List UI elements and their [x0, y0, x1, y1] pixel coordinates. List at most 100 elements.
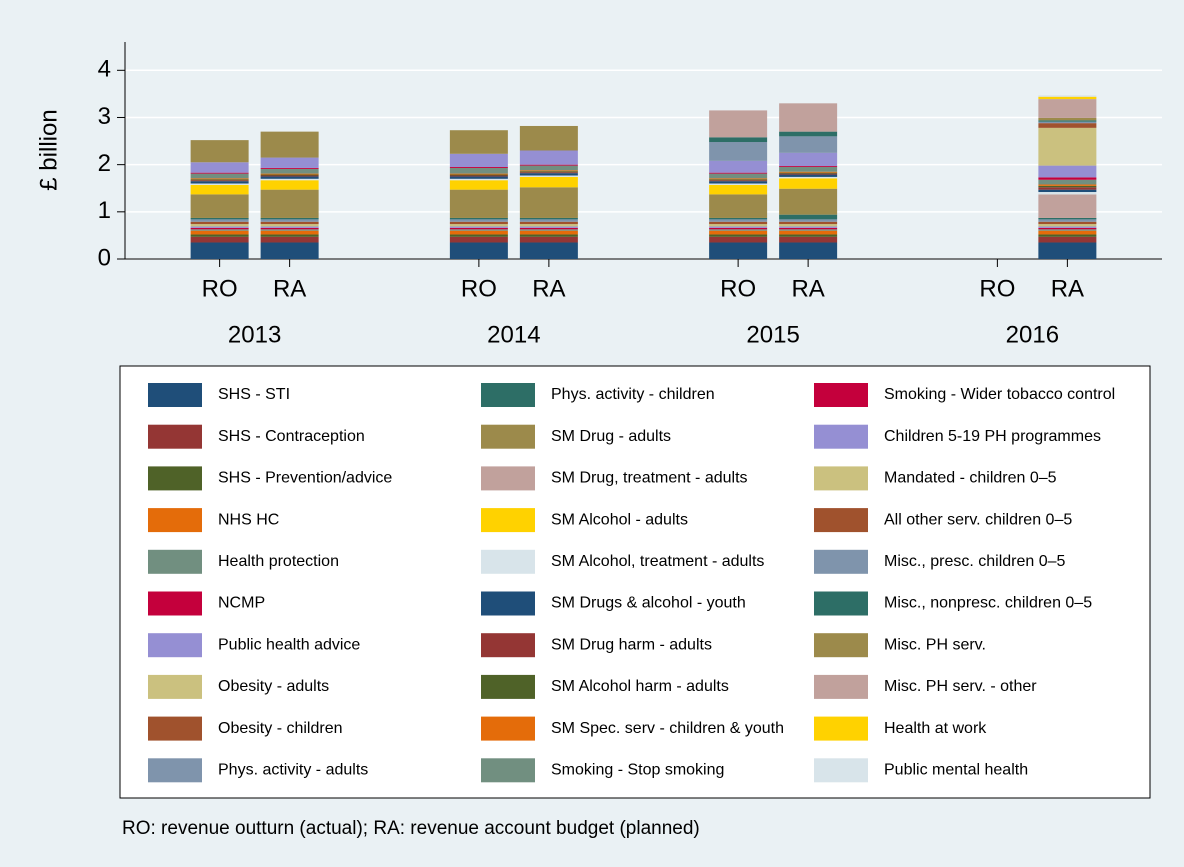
bar-segment	[190, 242, 249, 259]
legend-swatch	[814, 758, 868, 783]
bar-segment	[779, 178, 838, 189]
legend-swatch	[481, 549, 535, 574]
bar-segment	[449, 230, 508, 235]
legend-swatch	[148, 549, 202, 574]
bar-segment	[779, 166, 838, 168]
legend-swatch	[148, 633, 202, 658]
legend-label: Public health advice	[218, 636, 360, 653]
legend-swatch	[148, 383, 202, 407]
bar-segment	[449, 221, 508, 225]
bar-segment	[449, 236, 508, 243]
bar-segment	[190, 180, 249, 182]
bar-segment	[449, 180, 508, 190]
bar-segment	[709, 179, 768, 181]
bar-segment	[1038, 194, 1097, 218]
bar-segment	[449, 224, 508, 227]
bar-segment	[709, 242, 768, 259]
group-label: 2015	[746, 321, 799, 348]
bar-segment	[449, 178, 508, 181]
bar-segment	[779, 173, 838, 175]
bar-segment	[519, 175, 578, 177]
bar-segment	[709, 226, 768, 228]
bar-segment	[709, 217, 768, 220]
bar-segment	[519, 224, 578, 227]
bar-segment	[519, 234, 578, 237]
legend-swatch	[148, 508, 202, 533]
bar-segment	[260, 219, 319, 222]
bar-segment	[519, 229, 578, 231]
bar-segment	[519, 125, 578, 151]
bar-segment	[449, 176, 508, 179]
bar-segment	[519, 150, 578, 165]
legend-label: SHS - STI	[218, 386, 290, 403]
bar-segment	[449, 174, 508, 176]
bar-segment	[449, 234, 508, 237]
legend-label: SM Alcohol, treatment - adults	[551, 553, 764, 570]
legend-label: Misc. PH serv. - other	[884, 678, 1037, 695]
bar-segment	[190, 219, 249, 222]
legend-swatch	[148, 424, 202, 449]
bar-segment	[1038, 187, 1097, 190]
legend-swatch	[814, 424, 868, 449]
legend-swatch	[481, 758, 535, 783]
bar-segment	[1038, 95, 1097, 97]
bar-segment	[260, 167, 319, 169]
bar-segment	[449, 173, 508, 175]
bar-segment	[260, 221, 319, 225]
group-label: 2013	[228, 321, 281, 348]
footnote: RO: revenue outturn (actual); RA: revenu…	[122, 818, 700, 839]
bar-segment	[519, 219, 578, 222]
bar-segment	[260, 229, 319, 231]
bar-segment	[1038, 179, 1097, 185]
bar-segment	[449, 167, 508, 168]
bar-segment	[190, 173, 249, 179]
bar-segment	[1038, 219, 1097, 222]
bar-segment	[1038, 185, 1097, 188]
legend-label: Phys. activity - adults	[218, 762, 368, 779]
legend-label: Smoking - Stop smoking	[551, 762, 724, 779]
legend-label: SM Drug harm - adults	[551, 636, 712, 653]
bar-segment	[1038, 227, 1097, 230]
bar-segment	[709, 137, 768, 143]
group-label: 2016	[1006, 321, 1059, 348]
bar-segment	[190, 234, 249, 237]
x-tick-label: RO	[979, 275, 1015, 302]
bar-segment	[260, 234, 319, 237]
legend-label: SM Alcohol - adults	[551, 511, 688, 528]
legend-swatch	[481, 383, 535, 407]
bar-segment	[1038, 242, 1097, 259]
bar-segment	[779, 171, 838, 173]
bar-segment	[709, 230, 768, 235]
bar-segment	[709, 194, 768, 218]
bar-segment	[779, 136, 838, 153]
legend-label: Public mental health	[884, 762, 1028, 779]
legend-swatch	[814, 633, 868, 658]
bar-segment	[260, 227, 319, 230]
bar-segment	[190, 178, 249, 180]
bar-segment	[449, 226, 508, 228]
bar-segment	[709, 227, 768, 230]
bar-segment	[779, 221, 838, 225]
legend-swatch	[814, 466, 868, 491]
bar-segment	[519, 217, 578, 220]
legend-label: NCMP	[218, 595, 265, 612]
bar-segment	[260, 189, 319, 218]
legend-swatch	[814, 716, 868, 741]
legend-box	[119, 365, 1151, 799]
bar-segment	[1038, 229, 1097, 231]
legend-label: Phys. activity - children	[551, 386, 715, 403]
legend-label: SM Drugs & alcohol - youth	[551, 595, 746, 612]
bar-segment	[709, 221, 768, 225]
legend-label: SM Drug, treatment - adults	[551, 470, 748, 487]
bar-segment	[519, 164, 578, 166]
bar-segment	[190, 172, 249, 174]
legend-swatch	[814, 383, 868, 407]
legend-label: Misc. PH serv.	[884, 636, 986, 653]
bar-segment	[709, 219, 768, 222]
legend-label: SHS - Prevention/advice	[218, 470, 392, 487]
bar-segment	[709, 172, 768, 174]
bar-segment	[449, 242, 508, 259]
bar-segment	[1038, 120, 1097, 122]
legend-label: SHS - Contraception	[218, 428, 365, 445]
